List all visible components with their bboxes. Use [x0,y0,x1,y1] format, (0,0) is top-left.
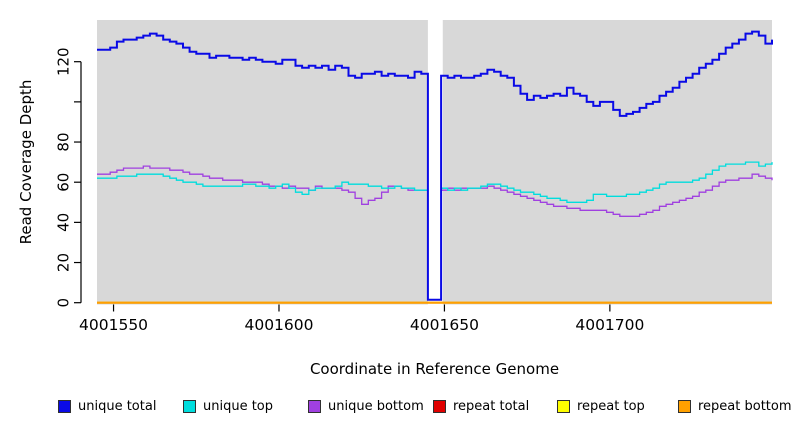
svg-text:60: 60 [55,173,73,192]
legend-label: unique bottom [328,398,424,414]
legend-label: repeat total [453,398,530,414]
svg-text:20: 20 [55,253,73,272]
repeat-bottom-swatch-icon [678,399,691,413]
svg-text:4001650: 4001650 [410,316,479,334]
legend: unique total unique top unique bottom re… [0,398,792,418]
unique-bottom-swatch-icon [308,399,321,413]
y-axis-title: Read Coverage Depth [17,79,35,245]
repeat-top-swatch-icon [557,399,570,413]
legend-label: repeat top [577,398,645,414]
legend-label: repeat bottom [698,398,792,414]
repeat-total-swatch-icon [433,399,446,413]
legend-label: unique top [203,398,274,414]
legend-item-repeat-bottom: repeat bottom [678,398,792,414]
legend-item-unique-bottom: unique bottom [308,398,424,414]
svg-text:40: 40 [55,213,73,232]
legend-item-unique-total: unique total [58,398,156,414]
x-axis-title: Coordinate in Reference Genome [309,360,560,378]
svg-text:120: 120 [55,47,73,76]
svg-text:4001700: 4001700 [575,316,644,334]
svg-text:4001550: 4001550 [79,316,148,334]
svg-text:4001600: 4001600 [244,316,313,334]
legend-item-repeat-top: repeat top [557,398,645,414]
svg-text:0: 0 [55,298,73,308]
svg-text:80: 80 [55,132,73,151]
legend-item-repeat-total: repeat total [433,398,529,414]
legend-item-unique-top: unique top [183,398,273,414]
unique-total-swatch-icon [58,399,71,413]
unique-top-swatch-icon [183,399,196,413]
legend-label: unique total [78,398,157,414]
